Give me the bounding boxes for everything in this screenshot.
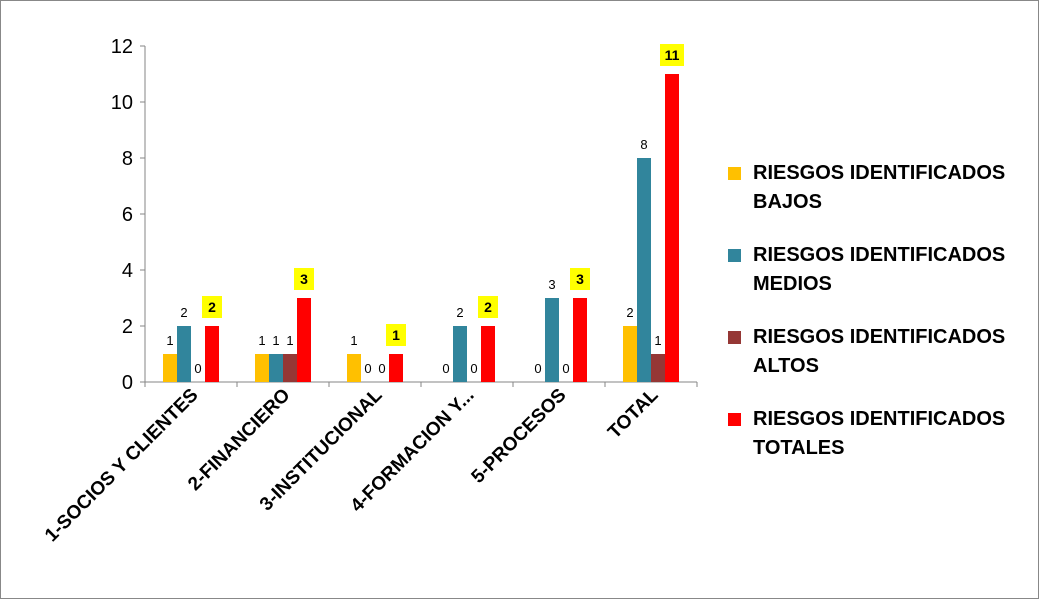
data-label: 2 (208, 299, 216, 315)
data-label: 1 (392, 327, 400, 343)
data-label: 0 (470, 361, 477, 376)
legend-label-medios: RIESGOS IDENTIFICADOS MEDIOS (753, 244, 1006, 295)
bar (623, 326, 637, 382)
y-tick-label: 4 (122, 260, 133, 282)
data-label: 3 (548, 277, 555, 292)
data-label: 8 (640, 137, 647, 152)
bar (255, 354, 269, 382)
data-label: 0 (442, 361, 449, 376)
x-category-label: TOTAL (604, 384, 663, 443)
data-label: 2 (484, 299, 492, 315)
data-label: 3 (576, 271, 584, 287)
bar (453, 326, 467, 382)
y-tick-label: 0 (122, 372, 133, 394)
bar (573, 298, 587, 382)
legend-item-bajos: RIESGOS IDENTIFICADOS BAJOS (728, 159, 1028, 241)
data-label: 0 (534, 361, 541, 376)
data-label-background (386, 324, 406, 346)
y-tick-label: 12 (111, 36, 133, 58)
legend-label-bajos: RIESGOS IDENTIFICADOS BAJOS (753, 162, 1006, 213)
data-label: 1 (286, 333, 293, 348)
data-label: 2 (456, 305, 463, 320)
data-label: 1 (272, 333, 279, 348)
bar (269, 354, 283, 382)
bar (205, 326, 219, 382)
legend-item-totales: RIESGOS IDENTIFICADOS TOTALES (728, 405, 1028, 487)
bar (481, 326, 495, 382)
data-label: 0 (194, 361, 201, 376)
x-category-label: 5-PROCESOS (468, 385, 571, 488)
bar (651, 354, 665, 382)
y-tick-label: 10 (111, 92, 133, 114)
legend-label-altos: RIESGOS IDENTIFICADOS ALTOS (753, 326, 1006, 377)
legend: RIESGOS IDENTIFICADOS BAJOS RIESGOS IDEN… (728, 159, 1028, 487)
x-category-label: 1-SOCIOS Y CLIENTES (41, 385, 202, 546)
data-label: 2 (626, 305, 633, 320)
data-label-background (660, 44, 684, 66)
bar (665, 74, 679, 382)
legend-swatch-altos (728, 331, 741, 344)
data-label: 1 (654, 333, 661, 348)
y-tick-label: 6 (122, 204, 133, 226)
bar (389, 354, 403, 382)
data-label: 11 (665, 47, 680, 63)
legend-swatch-totales (728, 413, 741, 426)
bar (283, 354, 297, 382)
bar (163, 354, 177, 382)
data-label: 0 (364, 361, 371, 376)
data-label: 1 (258, 333, 265, 348)
data-label: 0 (378, 361, 385, 376)
data-label-background (478, 296, 498, 318)
bar (347, 354, 361, 382)
data-label-background (570, 268, 590, 290)
y-tick-label: 8 (122, 148, 133, 170)
legend-label-totales: RIESGOS IDENTIFICADOS TOTALES (753, 408, 1006, 459)
bar (637, 158, 651, 382)
data-label: 1 (350, 333, 357, 348)
data-label-background (294, 268, 314, 290)
data-label-background (202, 296, 222, 318)
legend-item-altos: RIESGOS IDENTIFICADOS ALTOS (728, 323, 1028, 405)
data-label: 2 (180, 305, 187, 320)
bar (177, 326, 191, 382)
data-label: 0 (562, 361, 569, 376)
bar (297, 298, 311, 382)
legend-swatch-medios (728, 249, 741, 262)
legend-swatch-bajos (728, 167, 741, 180)
bar (545, 298, 559, 382)
data-label: 1 (166, 333, 173, 348)
legend-item-medios: RIESGOS IDENTIFICADOS MEDIOS (728, 241, 1028, 323)
data-label: 3 (300, 271, 308, 287)
y-tick-label: 2 (122, 316, 133, 338)
